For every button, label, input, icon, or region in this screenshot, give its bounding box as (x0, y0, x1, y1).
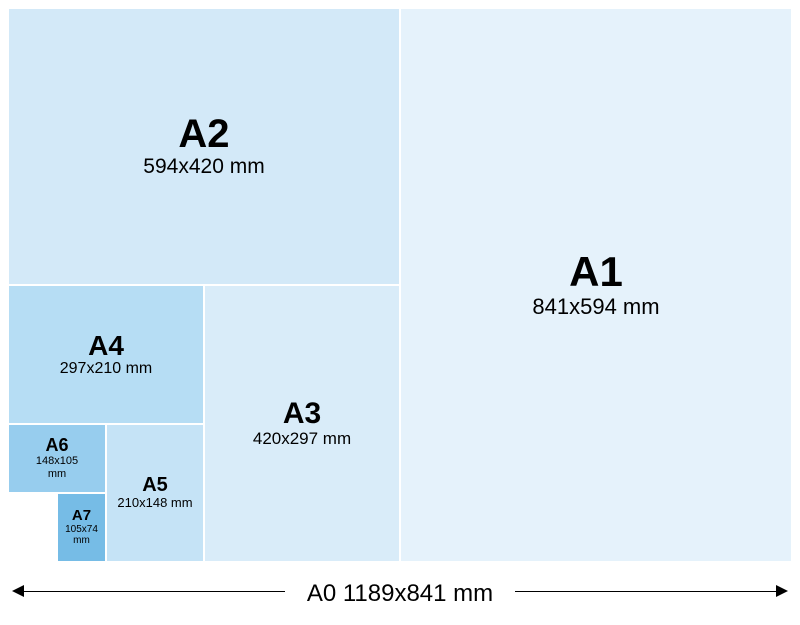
a1-name: A1 (569, 250, 623, 294)
paper-a3: A3420x297 mm (204, 285, 400, 562)
a5-name: A5 (142, 475, 168, 496)
a1-dim: 841x594 mm (532, 294, 659, 319)
a3-name: A3 (283, 398, 321, 430)
a7-dim: 105x74 mm (65, 524, 98, 547)
a3-dim: 420x297 mm (253, 429, 351, 449)
a0-caption: A0 1189x841 mm (0, 580, 800, 608)
a4-name: A4 (88, 331, 124, 360)
a7-name: A7 (72, 508, 91, 524)
paper-a6: A6148x105 mm (8, 424, 106, 493)
a5-dim: 210x148 mm (117, 496, 192, 511)
a6-dim: 148x105 mm (36, 455, 78, 480)
a2-dim: 594x420 mm (143, 155, 264, 179)
paper-a2: A2594x420 mm (8, 8, 400, 285)
a2-name: A2 (178, 113, 229, 155)
a6-name: A6 (45, 436, 68, 455)
paper-size-diagram: A1841x594 mm A2594x420 mm A3420x297 mm A… (8, 8, 792, 562)
a4-dim: 297x210 mm (60, 360, 153, 378)
paper-a1: A1841x594 mm (400, 8, 792, 562)
paper-a7: A7105x74 mm (57, 493, 106, 562)
paper-a5: A5210x148 mm (106, 424, 204, 562)
paper-a4: A4297x210 mm (8, 285, 204, 424)
